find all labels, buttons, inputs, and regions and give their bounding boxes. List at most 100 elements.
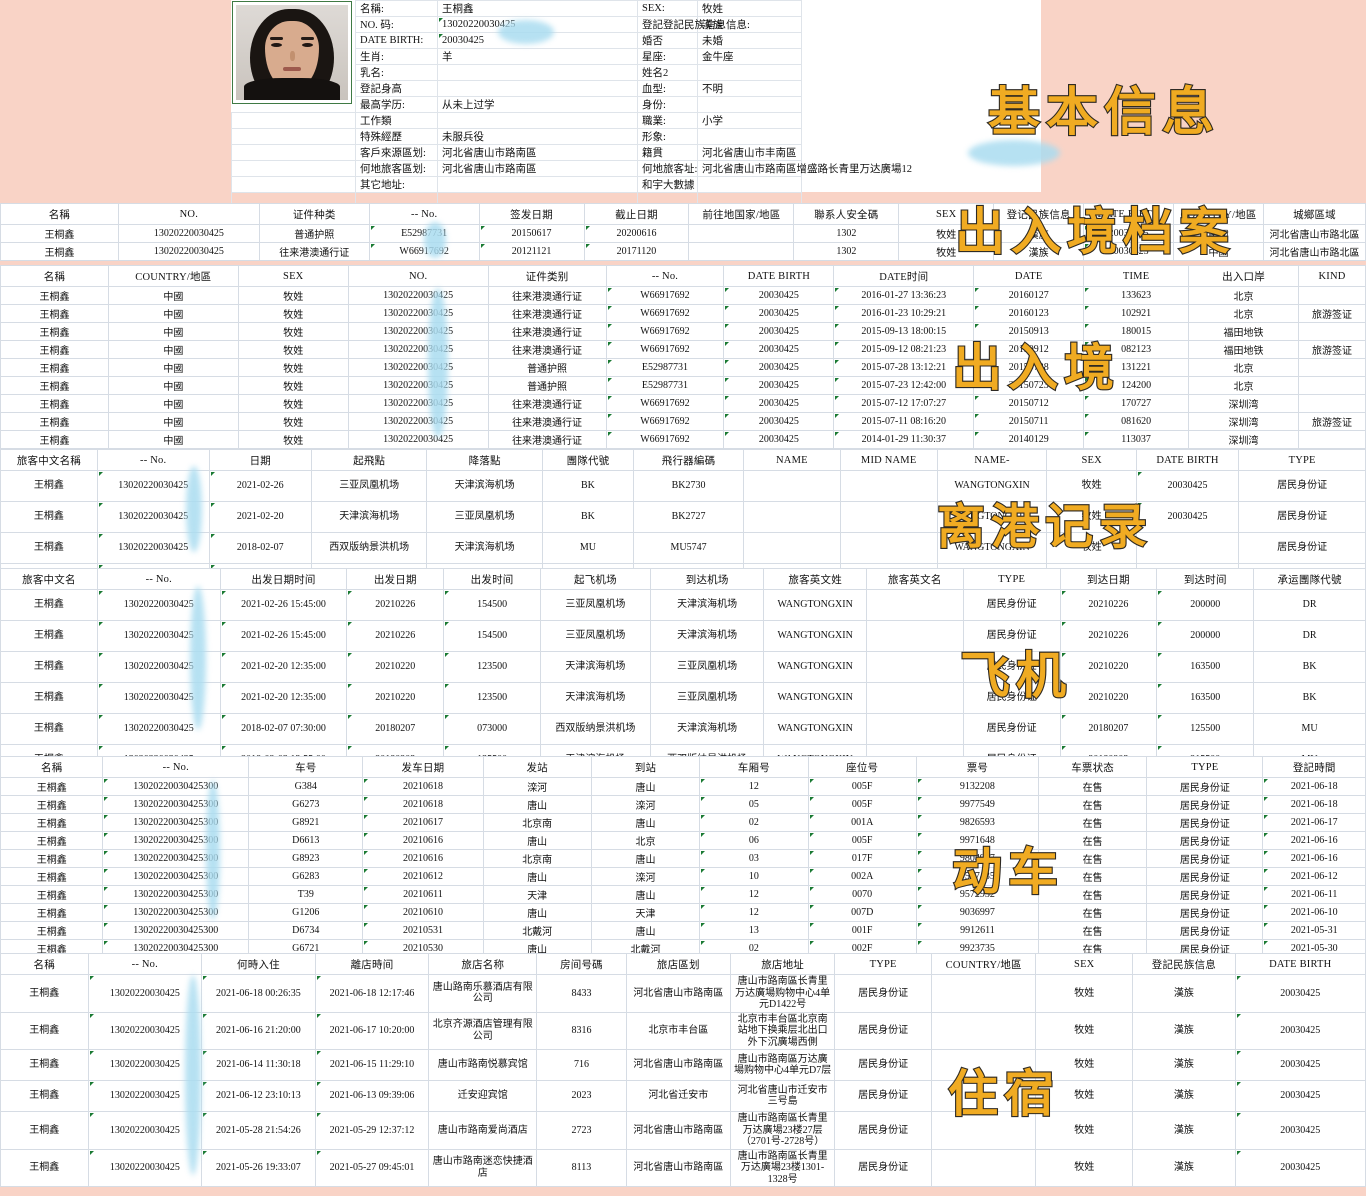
column-header[interactable]: 登記民族信息 — [1132, 953, 1236, 975]
table-cell[interactable]: 001F — [807, 921, 917, 940]
table-cell[interactable]: 北京 — [590, 831, 701, 850]
table-cell[interactable]: 王桐鑫 — [0, 470, 98, 502]
table-cell[interactable]: 滦河 — [590, 795, 701, 814]
table-cell[interactable]: 20030425 — [723, 412, 835, 431]
table-row[interactable]: 王桐鑫 13020220030425 往来港澳通行证 W66917692 2012112… — [0, 242, 1366, 261]
table-cell[interactable]: D6734 — [248, 921, 364, 940]
table-cell[interactable]: 王桐鑫 — [0, 286, 109, 305]
table-cell[interactable]: 13020220030425 — [347, 358, 489, 377]
table-cell[interactable]: 9826593 — [915, 813, 1039, 832]
table-cell[interactable]: 王桐鑫 — [0, 1011, 89, 1050]
table-cell[interactable]: 居民身份证 — [834, 1148, 933, 1187]
table-cell[interactable]: 20210616 — [362, 831, 484, 850]
table-cell[interactable]: 深圳湾 — [1188, 394, 1299, 413]
table-cell[interactable]: 2021-02-26 — [208, 470, 312, 502]
table-row[interactable]: 王桐鑫 13020220030425 2018-02-07 07:30:00 2018… — [0, 713, 1366, 745]
table-cell[interactable]: 三亚凤凰机场 — [649, 682, 765, 714]
table-row[interactable]: 王桐鑫 13020220030425 2021-02-20 12:35:00 2021… — [0, 651, 1366, 683]
table-cell[interactable]: 20030425 — [1234, 1080, 1366, 1112]
table-cell[interactable]: 天津滨海机场 — [426, 470, 543, 502]
table-cell[interactable]: 牧姓 — [237, 412, 349, 431]
table-cell[interactable]: 2021-06-15 11:29:10 — [314, 1049, 430, 1081]
table-cell[interactable]: 河北省唐山市路南區 — [625, 1111, 731, 1150]
column-header[interactable]: DATE BIRTH — [1135, 449, 1240, 471]
table-cell[interactable]: 王桐鑫 — [0, 813, 104, 832]
table-cell[interactable]: 20210220 — [1059, 682, 1158, 714]
table-cell[interactable]: 往来港澳通行证 — [487, 286, 607, 305]
table-cell[interactable]: 王桐鑫 — [0, 304, 109, 323]
column-header[interactable]: 座位号 — [807, 756, 917, 778]
table-cell[interactable]: 2021-06-12 23:10:13 — [201, 1080, 316, 1112]
table-cell[interactable]: 20210226 — [346, 620, 445, 652]
table-cell[interactable]: 13020220030425300 — [102, 849, 250, 868]
table-cell[interactable]: 王桐鑫 — [0, 682, 98, 714]
table-cell[interactable]: 北京 — [1188, 376, 1299, 395]
table-cell[interactable]: 居民身份证 — [1146, 831, 1264, 850]
table-cell[interactable]: 154500 — [443, 620, 541, 652]
table-row[interactable]: 王桐鑫 中國 牧姓 13020220030425 普通护照 E52987731 200304… — [0, 358, 1366, 377]
table-cell[interactable]: 唐山 — [482, 867, 592, 886]
column-header[interactable]: 出发时间 — [443, 568, 541, 590]
table-cell[interactable]: 13020220030425 — [87, 1049, 203, 1081]
table-cell[interactable] — [931, 1148, 1037, 1187]
table-cell[interactable]: 居民身份证 — [1238, 532, 1366, 564]
table-row[interactable]: 王桐鑫 13020220030425 2021-05-26 19:33:07 2021… — [0, 1148, 1366, 1187]
table-cell[interactable]: G384 — [248, 777, 364, 796]
table-cell[interactable] — [931, 1111, 1037, 1150]
column-header[interactable]: 登記時間 — [1262, 756, 1366, 778]
column-header[interactable]: 证件类别 — [487, 265, 607, 287]
table-cell[interactable]: 往来港澳通行证 — [487, 322, 607, 341]
table-cell[interactable]: 123500 — [443, 682, 541, 714]
table-cell[interactable] — [1298, 358, 1366, 377]
table-row[interactable]: 王桐鑫 13020220030425 2021-02-20 12:35:00 2021… — [0, 682, 1366, 714]
column-header[interactable]: 旅客英文名 — [865, 568, 964, 590]
table-cell[interactable]: 北京南 — [482, 813, 592, 832]
table-row[interactable]: 王桐鑫 13020220030425300 D6613 20210616 唐山 北京 06 0… — [0, 831, 1366, 850]
table-cell[interactable]: W66917692 — [605, 430, 725, 449]
table-cell[interactable]: 20030425 — [723, 322, 835, 341]
table-cell[interactable]: 王桐鑫 — [0, 322, 109, 341]
table-cell[interactable]: D6613 — [248, 831, 364, 850]
table-cell[interactable]: 005F — [807, 777, 917, 796]
table-cell[interactable]: 2021-06-18 00:26:35 — [201, 974, 316, 1013]
table-cell[interactable]: 唐山 — [482, 903, 592, 922]
table-cell[interactable]: 20210612 — [362, 867, 484, 886]
table-cell[interactable]: 2021-02-20 12:35:00 — [219, 682, 348, 714]
table-cell[interactable] — [931, 1049, 1037, 1081]
table-cell[interactable]: 9912611 — [915, 921, 1039, 940]
table-cell[interactable]: 三亚凤凰机场 — [540, 589, 651, 621]
table-cell[interactable]: 13020220030425300 — [102, 885, 250, 904]
table-cell[interactable]: 113037 — [1083, 430, 1190, 449]
table-row[interactable]: 王桐鑫 13020220030425300 G1206 20210610 唐山 天津 12 0… — [0, 903, 1366, 922]
column-header[interactable]: 團隊代號 — [541, 449, 635, 471]
table-cell[interactable]: 123500 — [443, 651, 541, 683]
table-cell[interactable]: 王桐鑫 — [0, 376, 109, 395]
table-cell[interactable]: 福田地铁 — [1188, 322, 1299, 341]
table-cell[interactable]: 唐山市路南區长青里万达廣場23楼27层（2701号-2728号） — [729, 1111, 836, 1150]
table-cell[interactable]: WANGTONGXIN — [763, 589, 867, 621]
column-header[interactable]: 前往地国家/地區 — [688, 203, 795, 225]
table-cell[interactable]: 三亚凤凰机场 — [540, 620, 651, 652]
table-cell[interactable]: 20210618 — [362, 777, 484, 796]
table-row[interactable]: 王桐鑫 13020220030425300 T39 20210611 天津 唐山 12 007… — [0, 885, 1366, 904]
table-cell[interactable]: 2723 — [536, 1111, 627, 1150]
table-cell[interactable]: 13020220030425 — [87, 1111, 203, 1150]
table-cell[interactable]: 漢族 — [1132, 974, 1236, 1013]
table-cell[interactable]: 王桐鑫 — [0, 867, 104, 886]
column-header[interactable]: 旅客中文名 — [0, 568, 98, 590]
table-cell[interactable] — [1298, 286, 1366, 305]
column-header[interactable]: 何時入住 — [201, 953, 316, 975]
table-cell[interactable]: 旅游签证 — [1298, 304, 1366, 323]
table-cell[interactable]: 三亚凤凰机场 — [310, 470, 428, 502]
table-cell[interactable] — [1298, 394, 1366, 413]
table-cell[interactable]: 居民身份证 — [962, 589, 1061, 621]
column-header[interactable]: KIND — [1298, 265, 1366, 287]
table-cell[interactable]: 河北省唐山市路南區 — [625, 974, 731, 1013]
table-cell[interactable]: 河北省唐山市路南區 — [625, 1148, 731, 1187]
table-cell[interactable]: 王桐鑫 — [0, 620, 98, 652]
table-cell[interactable] — [742, 501, 841, 533]
table-cell[interactable]: 20210220 — [1059, 651, 1158, 683]
column-header[interactable]: 车厢号 — [699, 756, 809, 778]
table-cell[interactable]: 02 — [699, 813, 809, 832]
column-header[interactable]: 房间号碼 — [536, 953, 627, 975]
